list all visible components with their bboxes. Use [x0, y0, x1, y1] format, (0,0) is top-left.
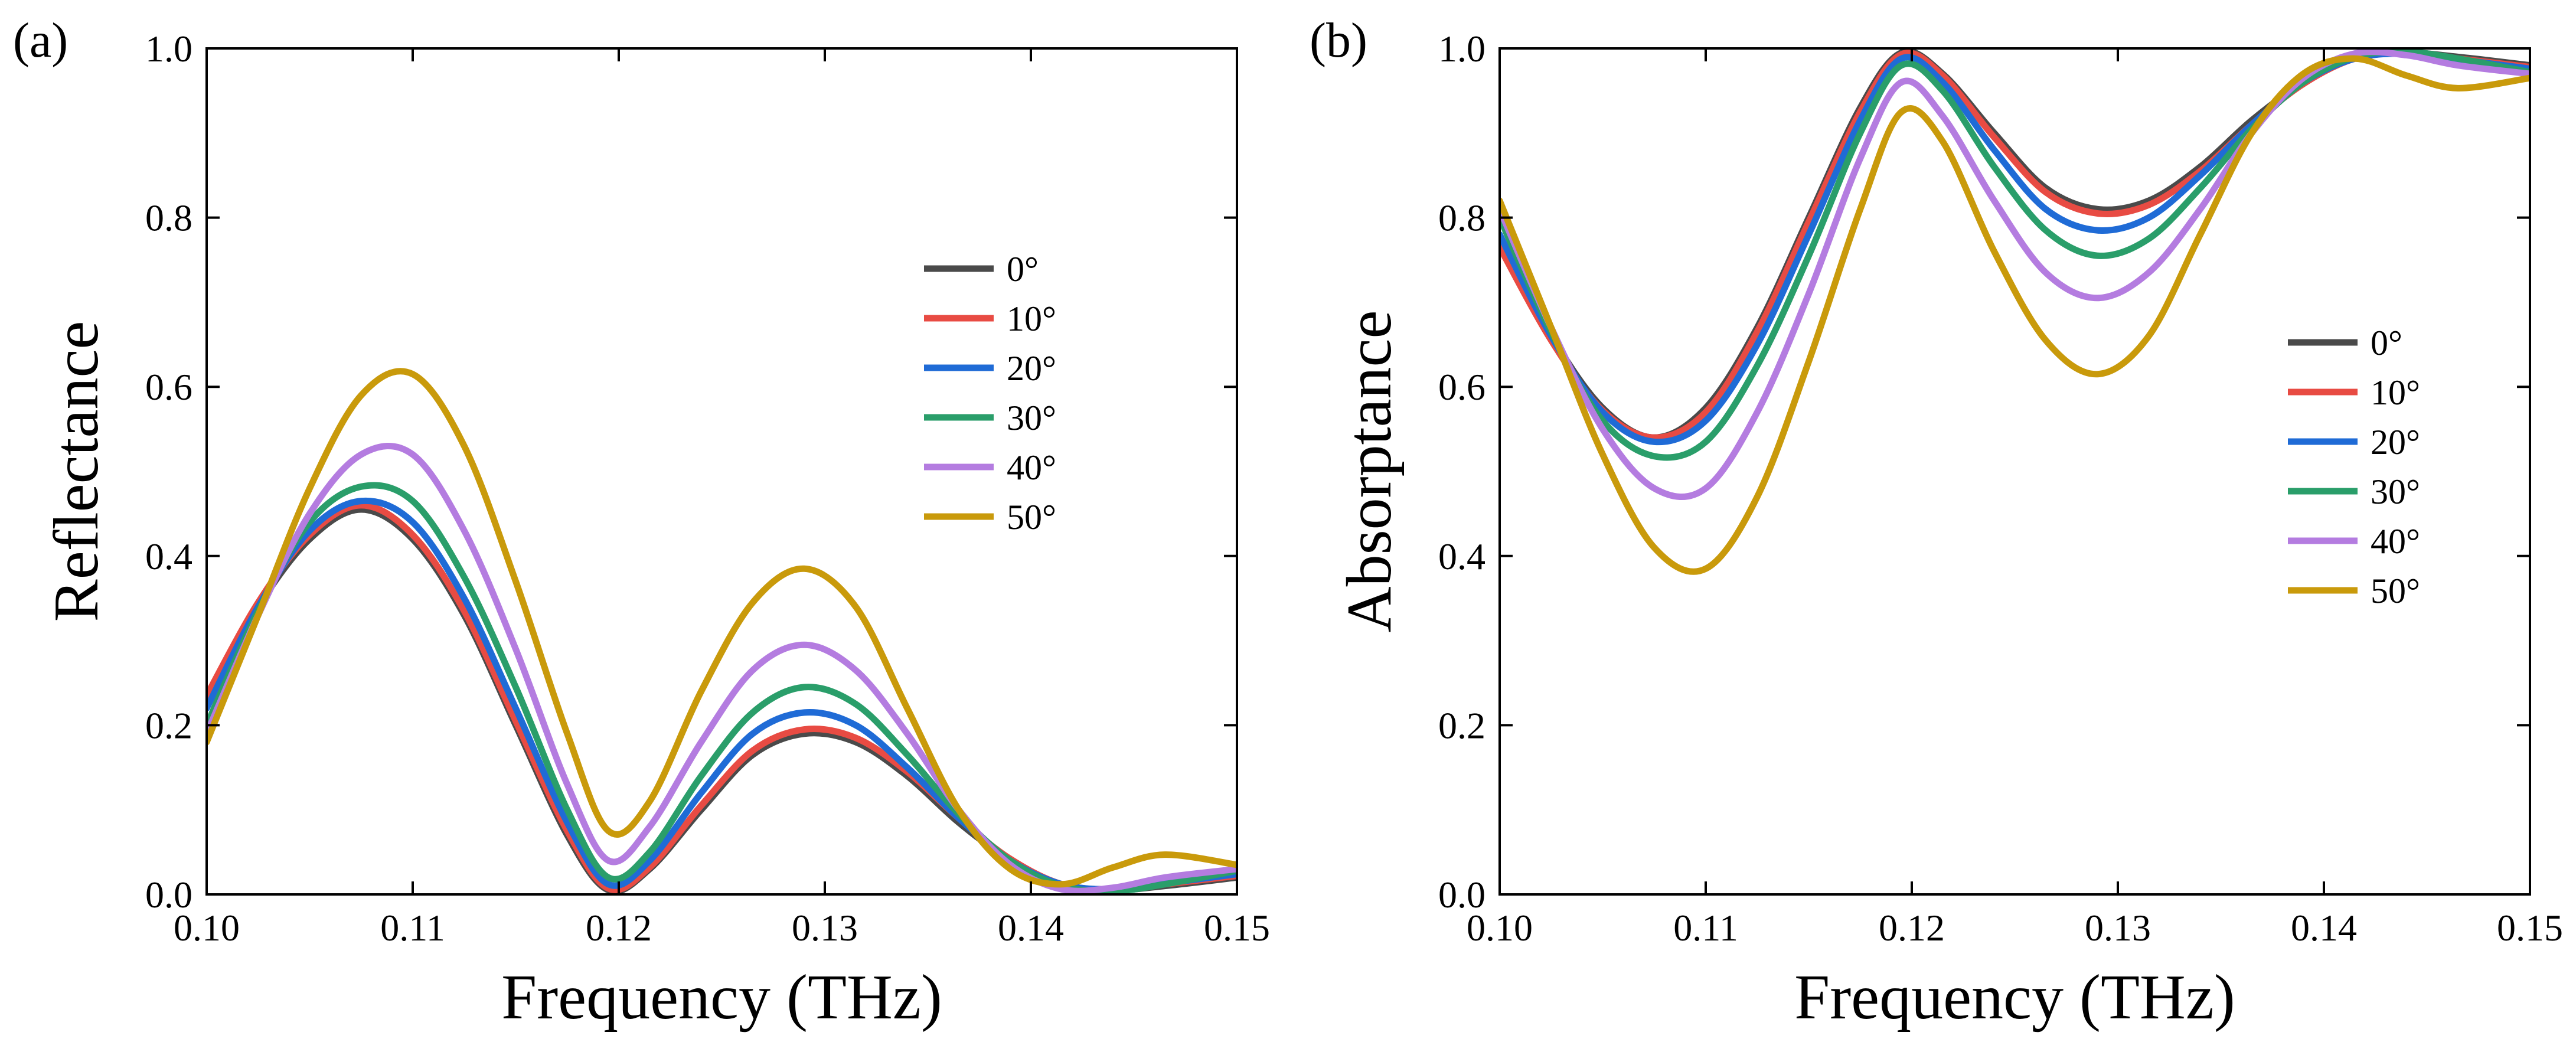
- legend-label-a-1: 10°: [1007, 299, 1056, 338]
- x-tick-label-b-3: 0.13: [2085, 907, 2151, 949]
- tick-group-b: [1498, 47, 2531, 896]
- x-tick-label-b-0: 0.10: [1467, 907, 1533, 949]
- legend-label-a-4: 40°: [1007, 448, 1056, 487]
- series-line-b-5: [1500, 55, 2530, 575]
- legend-label-b-0: 0°: [2371, 324, 2402, 362]
- legend-label-a-3: 30°: [1007, 399, 1056, 437]
- y-tick-label-b-4: 0.8: [1438, 197, 1485, 239]
- x-tick-label-a-2: 0.12: [586, 907, 652, 949]
- legend-label-b-4: 40°: [2371, 522, 2420, 561]
- x-tick-label-a-0: 0.10: [174, 907, 240, 949]
- legend-label-b-1: 10°: [2371, 373, 2420, 412]
- legend-label-a-5: 50°: [1007, 498, 1056, 537]
- y-tick-label-a-5: 1.0: [145, 28, 192, 70]
- plot-frame-b: [1498, 47, 2531, 896]
- y-tick-label-a-4: 0.8: [145, 197, 192, 239]
- x-tick-label-a-5: 0.15: [1204, 907, 1270, 949]
- legend-label-b-5: 50°: [2371, 571, 2420, 610]
- x-tick-label-b-2: 0.12: [1879, 907, 1945, 949]
- tick-labels-b: 0.10 0.11 0.12 0.13 0.14 0.15 0.0 0.2 0.4 0.6 0.8 1…: [1438, 28, 2563, 949]
- legend-a: 0° 10° 20° 30° 40° 50°: [924, 250, 1056, 537]
- y-tick-label-b-3: 0.6: [1438, 366, 1485, 408]
- legend-label-a-2: 20°: [1007, 349, 1056, 388]
- x-tick-label-a-1: 0.11: [380, 907, 445, 949]
- x-tick-label-a-4: 0.14: [998, 907, 1064, 949]
- x-axis-label-b: Frequency (THz): [1794, 962, 2235, 1033]
- series-line-b-3: [1500, 48, 2530, 461]
- series-line-a-5: [207, 368, 1237, 888]
- y-axis-label-a: Reflectance: [41, 321, 112, 622]
- y-tick-label-a-1: 0.2: [145, 704, 192, 746]
- series-line-a-3: [207, 482, 1237, 894]
- x-axis-label-a: Frequency (THz): [501, 962, 942, 1033]
- panel-reflectance: (a) 0.10 0.11 0.12 0.13 0.14 0.15 0.0 0.2 0.4 0.6…: [13, 13, 1270, 1033]
- panel-absorptance: (b) 0.10 0.11 0.12 0.13 0.14 0.15 0.0 0.2 0.4 0.6…: [1310, 13, 2563, 1033]
- legend-b: 0° 10° 20° 30° 40° 50°: [2288, 324, 2420, 610]
- plot-frame-a: [205, 47, 1238, 896]
- y-tick-label-b-0: 0.0: [1438, 874, 1485, 916]
- y-axis-label-b: Absorptance: [1334, 311, 1405, 633]
- panel-label-a: (a): [13, 13, 68, 68]
- x-tick-label-b-1: 0.11: [1673, 907, 1738, 949]
- legend-label-b-2: 20°: [2371, 423, 2420, 462]
- x-tick-label-a-3: 0.13: [792, 907, 858, 949]
- y-tick-label-a-2: 0.4: [145, 535, 192, 577]
- y-tick-label-b-5: 1.0: [1438, 28, 1485, 70]
- y-tick-label-a-0: 0.0: [145, 874, 192, 916]
- tick-group-a: [205, 47, 1238, 896]
- legend-label-a-0: 0°: [1007, 250, 1039, 289]
- panel-label-b: (b): [1310, 13, 1367, 68]
- tick-labels-a: 0.10 0.11 0.12 0.13 0.14 0.15 0.0 0.2 0.4 0.6 0.8 1…: [145, 28, 1270, 949]
- x-tick-label-b-4: 0.14: [2291, 907, 2357, 949]
- series-group-a: [207, 368, 1237, 894]
- legend-label-b-3: 30°: [2371, 472, 2420, 511]
- series-group-b: [1500, 48, 2530, 575]
- x-tick-label-b-5: 0.15: [2497, 907, 2563, 949]
- y-tick-label-b-2: 0.4: [1438, 535, 1485, 577]
- y-tick-label-a-3: 0.6: [145, 366, 192, 408]
- y-tick-label-b-1: 0.2: [1438, 704, 1485, 746]
